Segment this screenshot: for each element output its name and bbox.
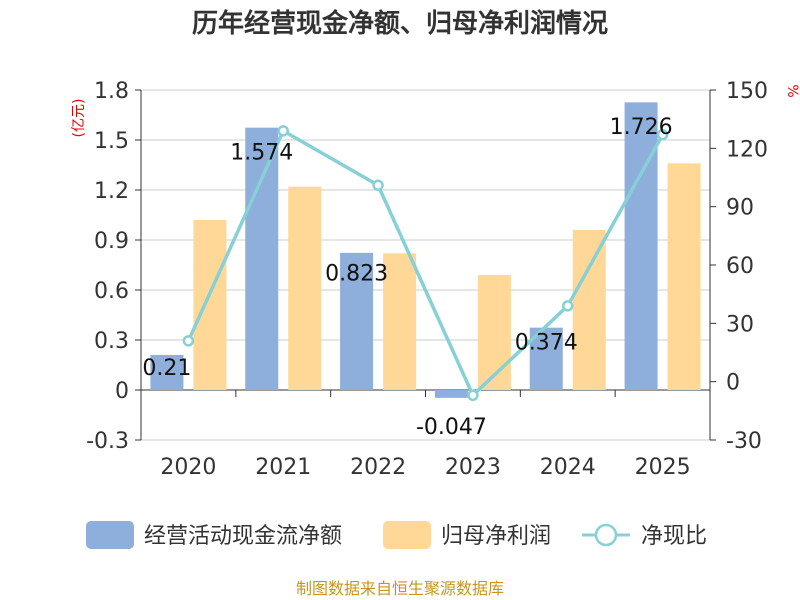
line-point-cash-ratio <box>467 389 479 402</box>
left-tick-label: 1.2 <box>94 179 129 204</box>
line-series <box>182 125 669 402</box>
x-tick-label: 2021 <box>255 455 311 480</box>
bar-net-profit <box>572 230 606 390</box>
line-point-cash-ratio <box>562 300 574 312</box>
data-label-operating-cashflow: 0.21 <box>142 356 191 381</box>
left-tick-label: 1.5 <box>94 129 129 154</box>
x-tick-label: 2025 <box>635 455 691 480</box>
right-tick-label: 0 <box>726 371 740 396</box>
legend-label-operating-cashflow: 经营活动现金流净额 <box>144 524 342 549</box>
data-source-note: 制图数据来自恒生聚源数据库 <box>296 579 504 598</box>
bar-net-profit <box>477 275 511 390</box>
legend-swatch-net-profit <box>383 521 431 549</box>
chart-title: 历年经营现金净额、归母净利润情况 <box>192 8 608 39</box>
left-axis-unit: (亿元) <box>71 99 87 138</box>
right-tick-label: 150 <box>726 79 768 104</box>
legend-swatch-operating-cashflow <box>86 521 134 549</box>
left-tick-label: 1.8 <box>94 79 129 104</box>
axes: -0.3 0 0.3 0.6 0.9 1.2 1.5 1.8 -30 0 30 60 90 120 150 2… <box>86 79 768 480</box>
bar-operating-cashflow <box>340 252 374 390</box>
line-point-cash-ratio <box>182 335 195 347</box>
right-tick-label: 60 <box>726 254 754 279</box>
bar-operating-cashflow <box>245 127 279 391</box>
right-axis-unit: % <box>784 84 800 97</box>
bar-operating-cashflow <box>624 102 658 390</box>
x-tick-label: 2022 <box>350 455 406 480</box>
legend-label-net-profit: 归母净利润 <box>441 524 551 549</box>
bar-operating-cashflow <box>434 390 468 398</box>
data-label-operating-cashflow: 0.823 <box>325 262 388 287</box>
left-tick-label: 0 <box>115 379 129 404</box>
x-tick-label: 2024 <box>540 455 596 480</box>
right-tick-label: 90 <box>726 196 754 221</box>
line-cash-ratio <box>186 128 665 399</box>
x-tick-label: 2023 <box>445 455 501 480</box>
left-tick-label: -0.3 <box>86 429 129 454</box>
left-tick-label: 0.3 <box>94 329 129 354</box>
left-tick-label: 0.6 <box>94 279 129 304</box>
bar-operating-cashflow <box>150 355 184 390</box>
right-tick-label: 120 <box>726 137 768 162</box>
bar-net-profit <box>193 220 227 390</box>
bars <box>150 102 701 398</box>
data-label-operating-cashflow: 1.726 <box>610 115 673 140</box>
right-tick-label: -30 <box>726 429 762 454</box>
line-point-cash-ratio <box>656 128 669 141</box>
x-tick-label: 2020 <box>160 455 216 480</box>
data-label-operating-cashflow: -0.047 <box>416 415 487 440</box>
bar-net-profit <box>383 253 417 390</box>
legend: 经营活动现金流净额 归母净利润 净现比 <box>86 521 707 549</box>
line-point-cash-ratio <box>277 125 289 137</box>
legend-label-cash-ratio: 净现比 <box>641 524 707 549</box>
bar-net-profit <box>667 163 701 390</box>
line-point-cash-ratio <box>372 179 384 192</box>
data-label-operating-cashflow: 1.574 <box>230 140 293 165</box>
legend-marker-cash-ratio <box>594 523 618 547</box>
bar-net-profit <box>288 186 322 390</box>
data-label-operating-cashflow: 0.374 <box>515 330 578 355</box>
left-tick-label: 0.9 <box>94 229 129 254</box>
right-tick-label: 30 <box>726 312 754 337</box>
data-labels: 0.21 1.574 0.823 -0.047 0.374 1.726 <box>142 115 672 440</box>
